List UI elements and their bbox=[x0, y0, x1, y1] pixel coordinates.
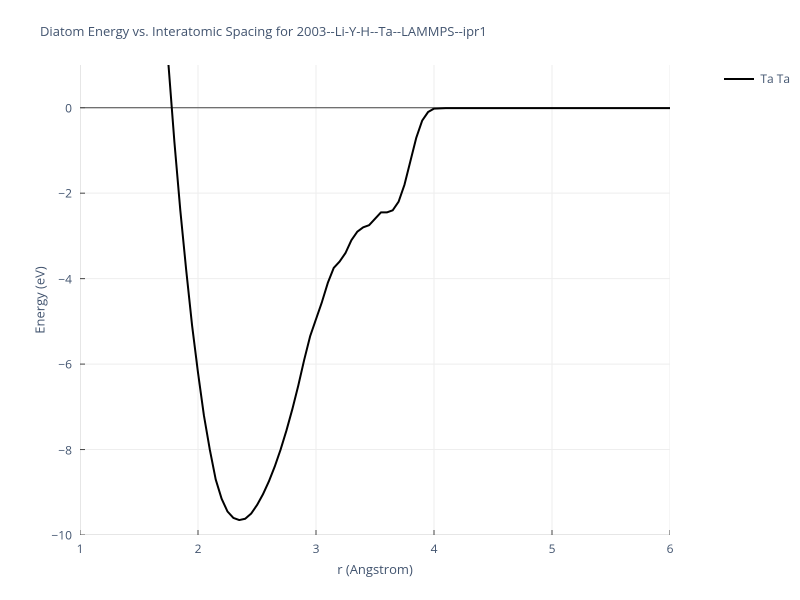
legend-line-sample bbox=[724, 78, 754, 80]
x-tick-label: 3 bbox=[313, 540, 320, 557]
x-axis-label: r (Angstrom) bbox=[80, 560, 670, 578]
y-tick-label: −10 bbox=[12, 527, 72, 544]
y-tick-label: −6 bbox=[12, 356, 72, 373]
legend-label: Ta Ta bbox=[760, 70, 790, 87]
chart-title: Diatom Energy vs. Interatomic Spacing fo… bbox=[40, 22, 487, 40]
legend: Ta Ta bbox=[724, 70, 790, 87]
y-tick-label: −2 bbox=[12, 185, 72, 202]
x-tick-label: 1 bbox=[77, 540, 84, 557]
y-tick-label: 0 bbox=[12, 99, 72, 116]
x-tick-label: 6 bbox=[667, 540, 674, 557]
plot-area bbox=[80, 65, 670, 535]
x-tick-label: 5 bbox=[549, 540, 556, 557]
y-tick-label: −4 bbox=[12, 270, 72, 287]
x-tick-label: 2 bbox=[195, 540, 202, 557]
y-tick-label: −8 bbox=[12, 441, 72, 458]
x-tick-label: 4 bbox=[431, 540, 438, 557]
